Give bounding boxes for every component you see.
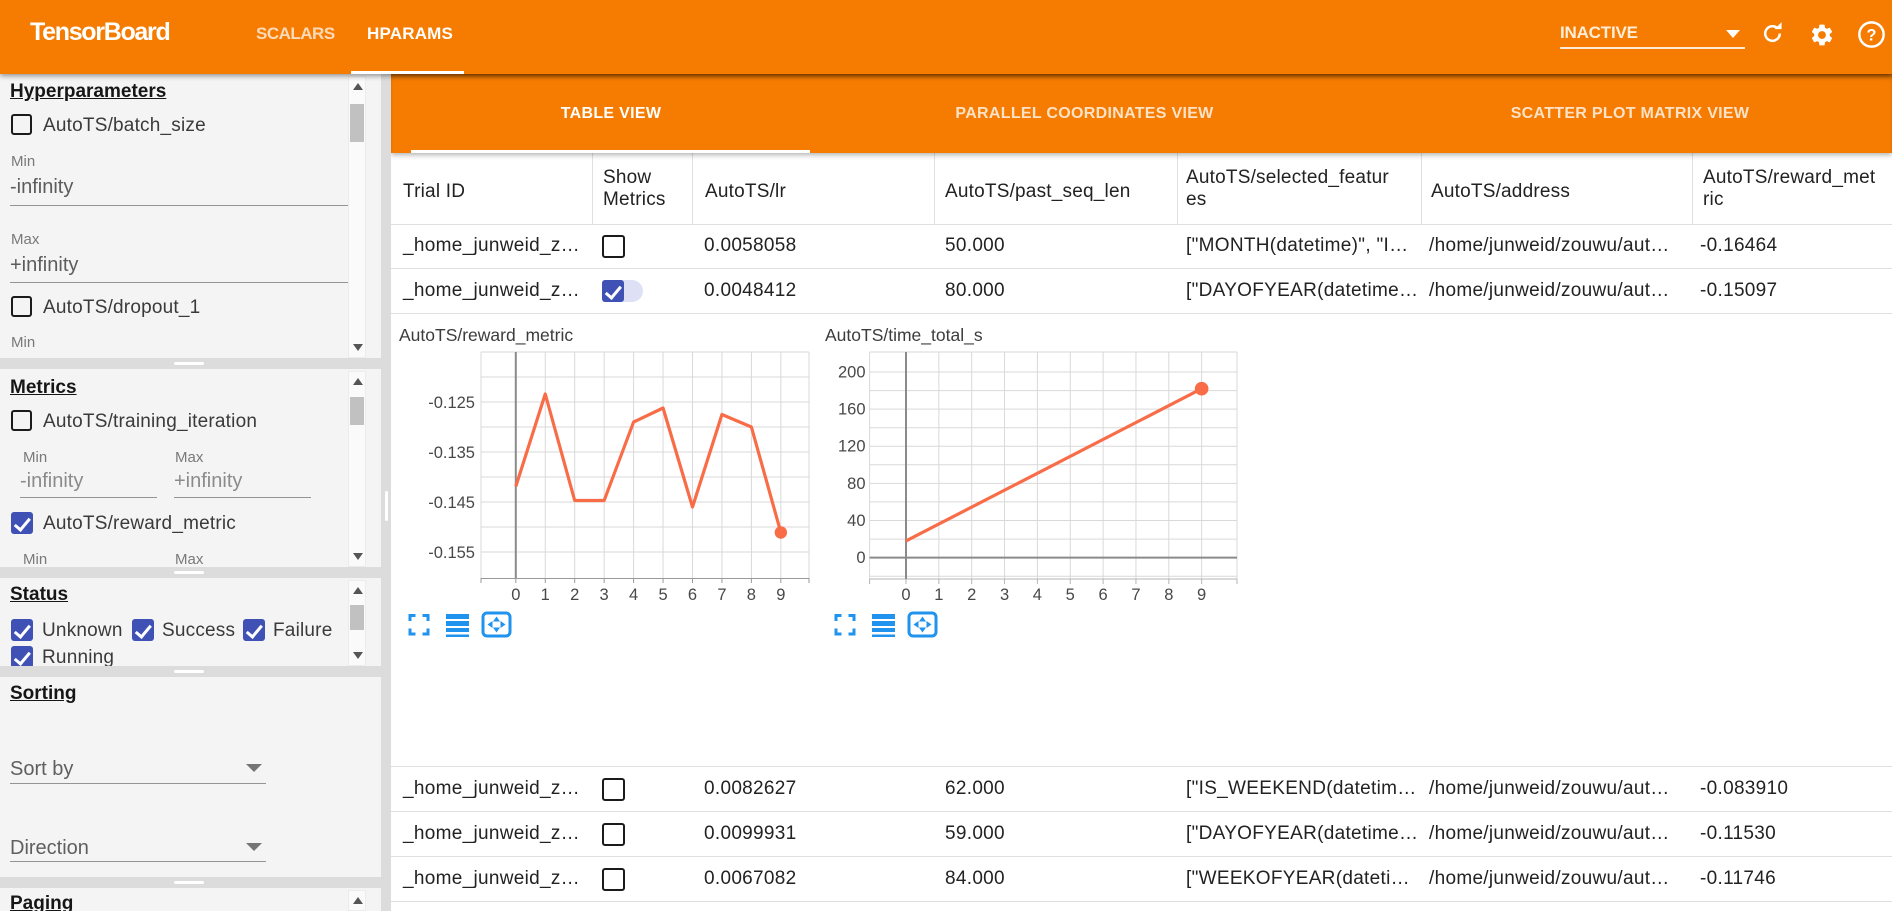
svg-text:6: 6 xyxy=(1099,586,1108,604)
svg-text:-0.145: -0.145 xyxy=(428,494,475,512)
svg-text:160: 160 xyxy=(838,401,866,419)
svg-text:1: 1 xyxy=(541,586,550,604)
svg-text:-0.125: -0.125 xyxy=(428,394,475,412)
svg-text:40: 40 xyxy=(847,512,865,530)
svg-text:-0.135: -0.135 xyxy=(428,444,475,462)
svg-text:5: 5 xyxy=(1066,586,1075,604)
svg-text:4: 4 xyxy=(629,586,638,604)
svg-text:0: 0 xyxy=(856,549,865,567)
svg-text:8: 8 xyxy=(747,586,756,604)
svg-text:8: 8 xyxy=(1164,586,1173,604)
svg-text:9: 9 xyxy=(776,586,785,604)
svg-text:6: 6 xyxy=(688,586,697,604)
svg-text:AutoTS/time_total_s: AutoTS/time_total_s xyxy=(825,325,983,346)
svg-text:9: 9 xyxy=(1197,586,1206,604)
svg-text:5: 5 xyxy=(658,586,667,604)
svg-text:80: 80 xyxy=(847,475,865,493)
svg-text:AutoTS/reward_metric: AutoTS/reward_metric xyxy=(399,325,573,346)
svg-text:?: ? xyxy=(1867,26,1877,44)
svg-text:3: 3 xyxy=(1000,586,1009,604)
svg-text:3: 3 xyxy=(600,586,609,604)
svg-text:200: 200 xyxy=(838,364,866,382)
svg-text:2: 2 xyxy=(570,586,579,604)
svg-text:0: 0 xyxy=(511,586,520,604)
svg-text:1: 1 xyxy=(934,586,943,604)
svg-text:7: 7 xyxy=(1131,586,1140,604)
svg-text:-0.155: -0.155 xyxy=(428,544,475,562)
svg-text:120: 120 xyxy=(838,438,866,456)
svg-text:7: 7 xyxy=(717,586,726,604)
svg-text:0: 0 xyxy=(901,586,910,604)
svg-text:4: 4 xyxy=(1033,586,1042,604)
svg-text:2: 2 xyxy=(967,586,976,604)
